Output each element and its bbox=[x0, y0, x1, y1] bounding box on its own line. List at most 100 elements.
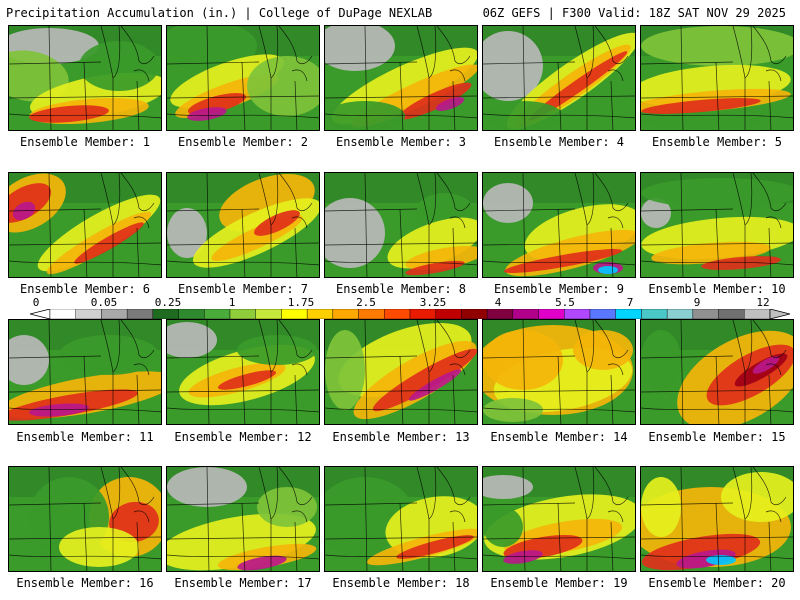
precip-map bbox=[167, 467, 319, 571]
legend-label: 0.25 bbox=[154, 296, 182, 309]
precip-map bbox=[483, 467, 635, 571]
map-panel[interactable] bbox=[640, 466, 794, 572]
map-panel[interactable] bbox=[324, 319, 478, 425]
map-panel[interactable] bbox=[482, 25, 636, 131]
legend-label: 0.05 bbox=[90, 296, 118, 309]
legend-swatch bbox=[178, 309, 205, 319]
legend-label: 7 bbox=[626, 296, 634, 309]
precip-map bbox=[9, 173, 161, 277]
member-caption: Ensemble Member: 2 bbox=[177, 135, 309, 149]
precip-map bbox=[325, 26, 477, 130]
precip-map bbox=[641, 467, 793, 571]
precip-map bbox=[483, 173, 635, 277]
map-panel[interactable] bbox=[482, 466, 636, 572]
legend-label: 12 bbox=[756, 296, 770, 309]
member-caption: Ensemble Member: 10 bbox=[648, 282, 786, 296]
map-panel[interactable] bbox=[8, 172, 162, 278]
legend-label: 5.5 bbox=[555, 296, 575, 309]
precip-map bbox=[9, 467, 161, 571]
member-caption: Ensemble Member: 14 bbox=[490, 430, 628, 444]
legend-swatch bbox=[358, 309, 385, 319]
map-panel[interactable] bbox=[640, 25, 794, 131]
precip-map bbox=[325, 173, 477, 277]
precip-map bbox=[9, 320, 161, 424]
precip-map bbox=[167, 173, 319, 277]
legend-swatch bbox=[666, 309, 694, 319]
legend-label: 2.5 bbox=[356, 296, 376, 309]
member-caption: Ensemble Member: 16 bbox=[16, 576, 154, 590]
header: Precipitation Accumulation (in.) | Colle… bbox=[0, 0, 800, 22]
member-caption: Ensemble Member: 11 bbox=[16, 430, 154, 444]
color-legend bbox=[30, 309, 790, 319]
map-panel[interactable] bbox=[8, 25, 162, 131]
member-caption: Ensemble Member: 5 bbox=[651, 135, 783, 149]
precip-map bbox=[325, 467, 477, 571]
member-caption: Ensemble Member: 15 bbox=[648, 430, 786, 444]
legend-swatch bbox=[718, 309, 745, 319]
legend-swatch bbox=[49, 309, 76, 319]
legend-swatch bbox=[255, 309, 282, 319]
precip-map bbox=[641, 26, 793, 130]
legend-label: 9 bbox=[693, 296, 701, 309]
member-caption: Ensemble Member: 20 bbox=[648, 576, 786, 590]
member-caption: Ensemble Member: 8 bbox=[335, 282, 467, 296]
legend-swatch bbox=[126, 309, 154, 319]
legend-label: 3.25 bbox=[419, 296, 447, 309]
map-panel[interactable] bbox=[166, 172, 320, 278]
legend-swatch bbox=[152, 309, 179, 319]
member-caption: Ensemble Member: 17 bbox=[174, 576, 312, 590]
legend-swatch bbox=[384, 309, 411, 319]
legend-label: 4 bbox=[494, 296, 502, 309]
precip-map bbox=[167, 320, 319, 424]
member-caption: Ensemble Member: 7 bbox=[177, 282, 309, 296]
precip-map bbox=[641, 173, 793, 277]
legend-swatch bbox=[692, 309, 719, 319]
map-panel[interactable] bbox=[482, 172, 636, 278]
map-panel[interactable] bbox=[324, 466, 478, 572]
map-panel[interactable] bbox=[8, 466, 162, 572]
map-panel[interactable] bbox=[640, 319, 794, 425]
legend-swatch bbox=[615, 309, 642, 319]
legend-swatch bbox=[538, 309, 565, 319]
map-panel[interactable] bbox=[640, 172, 794, 278]
member-caption: Ensemble Member: 3 bbox=[335, 135, 467, 149]
legend-swatch bbox=[564, 309, 591, 319]
precip-map bbox=[167, 26, 319, 130]
precip-map bbox=[483, 320, 635, 424]
map-panel[interactable] bbox=[166, 466, 320, 572]
legend-swatch bbox=[744, 309, 771, 319]
precip-map bbox=[641, 320, 793, 424]
member-caption: Ensemble Member: 9 bbox=[493, 282, 625, 296]
legend-swatch bbox=[332, 309, 359, 319]
map-panel[interactable] bbox=[166, 319, 320, 425]
precip-map bbox=[325, 320, 477, 424]
member-caption: Ensemble Member: 19 bbox=[490, 576, 628, 590]
legend-label: 0 bbox=[32, 296, 40, 309]
map-panel[interactable] bbox=[324, 25, 478, 131]
legend-swatch bbox=[641, 309, 668, 319]
map-panel[interactable] bbox=[482, 319, 636, 425]
member-caption: Ensemble Member: 12 bbox=[174, 430, 312, 444]
legend-swatch bbox=[75, 309, 102, 319]
member-caption: Ensemble Member: 6 bbox=[19, 282, 151, 296]
member-caption: Ensemble Member: 18 bbox=[332, 576, 470, 590]
map-panel[interactable] bbox=[324, 172, 478, 278]
map-panel[interactable] bbox=[8, 319, 162, 425]
precip-map bbox=[483, 26, 635, 130]
legend-swatch bbox=[229, 309, 256, 319]
legend-swatch bbox=[306, 309, 334, 319]
map-panel[interactable] bbox=[166, 25, 320, 131]
valid-time: 06Z GEFS | F300 Valid: 18Z SAT NOV 29 20… bbox=[482, 6, 786, 20]
legend-label: 1.75 bbox=[287, 296, 315, 309]
legend-label: 1 bbox=[228, 296, 236, 309]
legend-swatch bbox=[281, 309, 308, 319]
legend-swatch bbox=[589, 309, 616, 319]
legend-swatch bbox=[461, 309, 488, 319]
legend-swatch bbox=[101, 309, 128, 319]
page-title: Precipitation Accumulation (in.) | Colle… bbox=[6, 6, 433, 20]
precip-map bbox=[9, 26, 161, 130]
member-caption: Ensemble Member: 13 bbox=[332, 430, 470, 444]
legend-arrow-right bbox=[769, 309, 790, 319]
legend-arrow-left bbox=[30, 309, 51, 319]
legend-swatch bbox=[512, 309, 539, 319]
